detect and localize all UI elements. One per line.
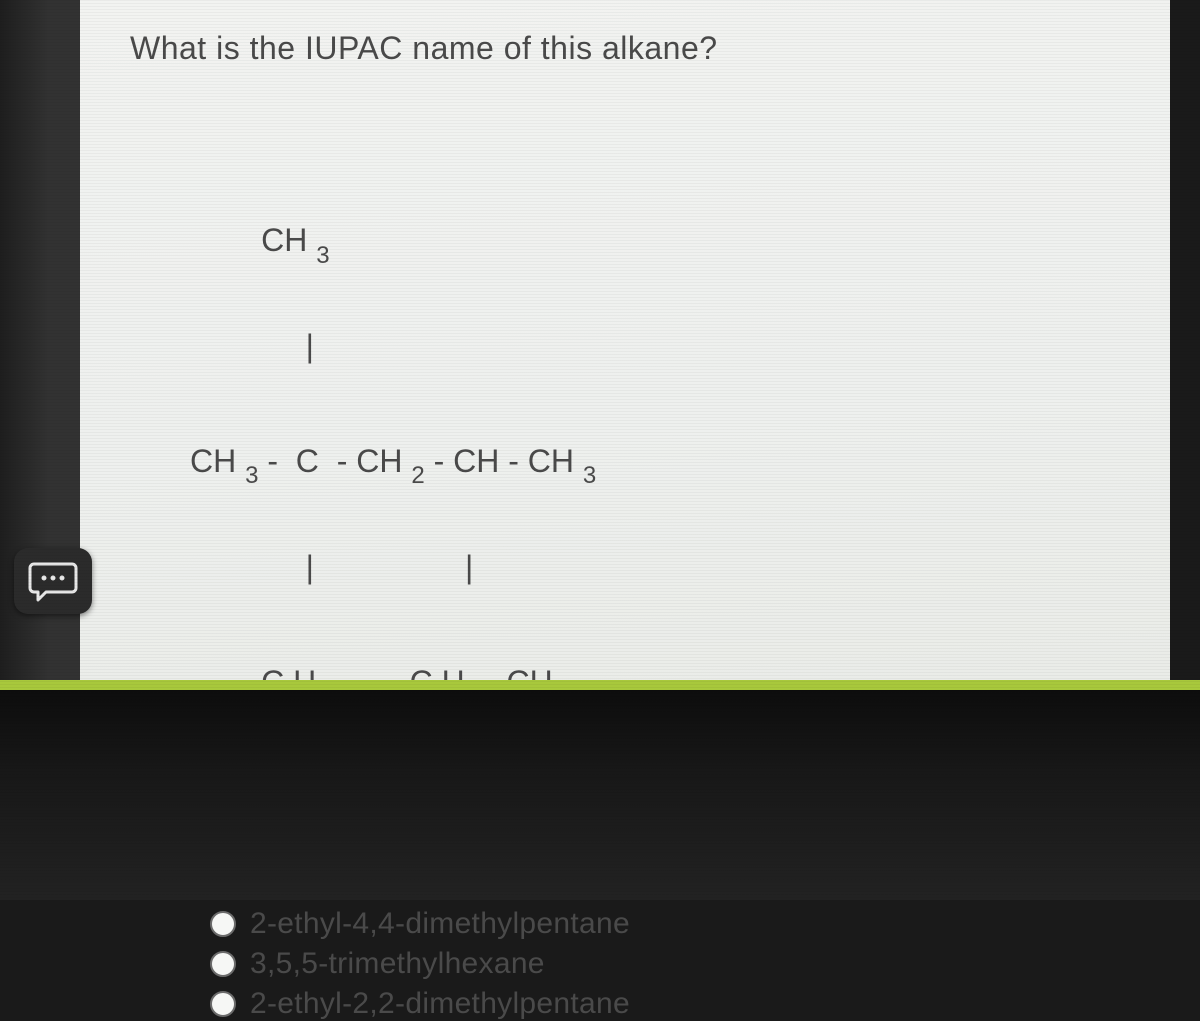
structure-bond-2: | |	[226, 539, 474, 587]
option-row[interactable]: 2-ethyl-2,2-dimethylpentane	[210, 987, 1130, 1021]
question-prompt: What is the IUPAC name of this alkane?	[130, 30, 1130, 67]
chat-help-button[interactable]	[14, 548, 92, 614]
question-card: What is the IUPAC name of this alkane? C…	[80, 0, 1170, 680]
dark-background-area	[0, 690, 1200, 900]
option-label: 3,5,5-trimethylhexane	[250, 947, 545, 981]
option-row[interactable]: 3,5,5-trimethylhexane	[210, 947, 1130, 981]
option-row[interactable]: 2-ethyl-4,4-dimethylpentane	[210, 907, 1130, 941]
radio-button[interactable]	[210, 911, 236, 937]
structure-bond-1: |	[226, 318, 314, 366]
radio-button[interactable]	[210, 951, 236, 977]
chat-bubble-icon	[28, 560, 78, 602]
structure-row-main: CH 3 - C - CH 2 - CH - CH 3	[190, 433, 1130, 481]
option-label: 2-ethyl-4,4-dimethylpentane	[250, 907, 630, 941]
structure-row-1: CH 3	[190, 212, 1130, 260]
option-label: 2-ethyl-2,2-dimethylpentane	[250, 987, 630, 1021]
accent-bar	[0, 680, 1200, 690]
radio-button[interactable]	[210, 991, 236, 1017]
